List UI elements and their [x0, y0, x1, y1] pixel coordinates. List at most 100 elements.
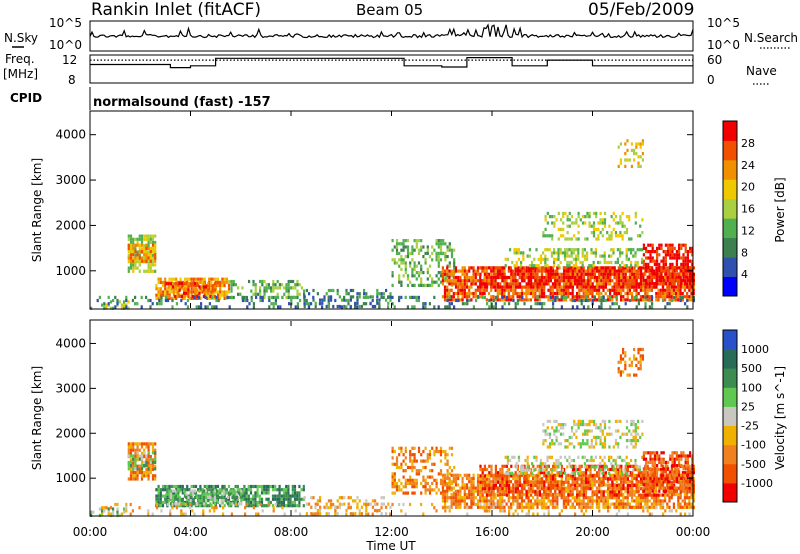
heatmap-cell	[211, 295, 214, 299]
heatmap-cell	[325, 512, 328, 516]
heatmap-cell	[167, 492, 170, 496]
heatmap-cell	[562, 215, 565, 219]
heatmap-cell	[591, 480, 594, 484]
heatmap-cell	[563, 285, 566, 289]
heatmap-cell	[568, 224, 571, 228]
heatmap-cell	[463, 275, 466, 280]
heatmap-cell	[382, 502, 385, 506]
heatmap-cell	[488, 266, 491, 270]
heatmap-cell	[538, 499, 541, 503]
heatmap-cell	[172, 499, 175, 503]
heatmap-cell	[642, 295, 645, 299]
heatmap-cell	[143, 464, 146, 468]
heatmap-cell	[391, 248, 394, 252]
heatmap-cell	[562, 227, 565, 231]
heatmap-cell	[225, 280, 228, 284]
heatmap-cell	[514, 272, 517, 276]
heatmap-cell	[402, 239, 405, 243]
heatmap-cell	[519, 490, 522, 494]
heatmap-cell	[395, 488, 399, 492]
heatmap-cell	[378, 305, 381, 309]
heatmap-cell	[664, 269, 667, 273]
heatmap-cell	[413, 478, 416, 482]
freq-left-tick-top: 12	[62, 53, 77, 67]
heatmap-cell	[675, 295, 678, 299]
heatmap-cell	[323, 505, 326, 509]
heatmap-cell	[213, 492, 216, 496]
heatmap-cell	[265, 504, 268, 508]
heatmap-cell	[565, 489, 568, 493]
heatmap-cell	[175, 296, 178, 300]
heatmap-cell	[201, 491, 204, 495]
heatmap-cell	[642, 275, 645, 280]
heatmap-cell	[525, 269, 528, 273]
heatmap-cell	[218, 495, 221, 499]
heatmap-cell	[673, 279, 676, 283]
heatmap-cell	[424, 478, 427, 482]
heatmap-cell	[592, 211, 596, 215]
heatmap-cell	[417, 261, 421, 265]
heatmap-cell	[400, 242, 403, 246]
heatmap-cell	[483, 279, 486, 283]
heatmap-cell	[545, 496, 548, 500]
heatmap-cell	[145, 474, 148, 478]
heatmap-cell	[679, 473, 682, 477]
heatmap-cell	[220, 502, 223, 506]
heatmap-cell	[131, 298, 134, 303]
heatmap-cell	[600, 282, 603, 286]
heatmap-cell	[593, 269, 596, 273]
heatmap-cell	[642, 272, 645, 276]
heatmap-cell	[147, 244, 150, 248]
heatmap-cell	[256, 488, 259, 492]
heatmap-cell	[508, 285, 511, 289]
heatmap-cell	[587, 496, 590, 500]
heatmap-cell	[201, 504, 204, 508]
heatmap-cell	[511, 260, 514, 265]
heatmap-cell	[588, 264, 591, 268]
heatmap-cell	[198, 285, 201, 289]
heatmap-cell	[237, 292, 240, 296]
heatmap-cell	[509, 285, 513, 289]
heatmap-cell	[424, 283, 427, 287]
heatmap-cell	[168, 484, 171, 489]
heatmap-cell	[276, 500, 279, 505]
heatmap-cell	[609, 505, 612, 509]
heatmap-cell	[170, 284, 173, 288]
heatmap-cell	[296, 494, 299, 498]
heatmap-cell	[640, 279, 643, 283]
heatmap-cell	[520, 298, 524, 302]
heatmap-cell	[595, 211, 598, 215]
heatmap-cell	[624, 489, 627, 493]
heatmap-cell	[149, 269, 152, 273]
heatmap-cell	[519, 275, 522, 280]
heatmap-cell	[483, 288, 486, 292]
heatmap-cell	[516, 291, 519, 296]
heatmap-cell	[134, 451, 137, 455]
heatmap-cell	[183, 291, 186, 295]
heatmap-cell	[356, 292, 359, 296]
heatmap-cell	[680, 266, 683, 270]
heatmap-cell	[692, 476, 695, 481]
heatmap-cell	[365, 292, 368, 296]
heatmap-cell	[198, 291, 201, 295]
heatmap-cell	[637, 285, 640, 289]
heatmap-cell	[303, 289, 306, 293]
heatmap-cell	[391, 295, 394, 299]
heatmap-cell	[187, 502, 190, 506]
heatmap-cell	[574, 282, 577, 286]
heatmap-cell	[498, 499, 502, 503]
heatmap-cell	[269, 500, 272, 505]
heatmap-cell	[468, 476, 471, 481]
heatmap-cell	[151, 442, 155, 446]
heatmap-cell	[446, 279, 449, 283]
heatmap-cell	[562, 499, 565, 503]
heatmap-cell	[549, 288, 552, 292]
heatmap-cell	[409, 456, 412, 460]
heatmap-cell	[422, 302, 425, 306]
heatmap-cell	[571, 266, 574, 270]
heatmap-cell	[472, 295, 475, 299]
heatmap-cell	[540, 285, 543, 289]
heatmap-cell	[260, 504, 264, 508]
heatmap-cell	[439, 258, 443, 262]
heatmap-cell	[645, 262, 648, 266]
